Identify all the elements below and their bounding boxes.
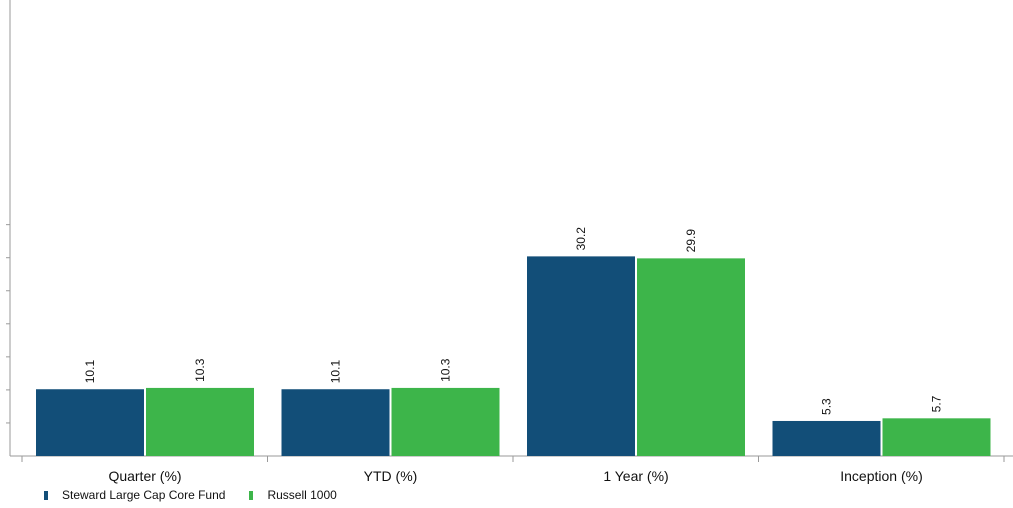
category-label: YTD (%): [364, 468, 418, 484]
data-label: 10.1: [83, 360, 97, 384]
category-labels: Quarter (%) YTD (%) 1 Year (%) Inception (%…: [108, 468, 922, 484]
data-label: 10.1: [329, 360, 343, 384]
bar-series-0-2[interactable]: [527, 256, 635, 456]
bars: [36, 256, 991, 456]
bar-series-1-2[interactable]: [637, 258, 745, 456]
bar-series-1-1[interactable]: [391, 387, 500, 456]
legend-swatch-benchmark: [249, 490, 254, 500]
bar-series-0-0[interactable]: [36, 389, 144, 456]
data-label: 10.3: [193, 358, 207, 382]
data-label: 30.2: [574, 227, 588, 251]
bar-series-0-1[interactable]: [281, 389, 390, 456]
data-label: 5.7: [930, 395, 944, 412]
data-label: 29.9: [684, 229, 698, 253]
legend-item-benchmark[interactable]: Russell 1000: [249, 488, 337, 502]
y-axis-ticks: [6, 224, 10, 424]
legend-item-fund[interactable]: Steward Large Cap Core Fund: [44, 488, 225, 502]
data-label: 5.3: [820, 398, 834, 415]
category-label: Quarter (%): [108, 468, 181, 484]
bar-series-1-3[interactable]: [882, 418, 991, 456]
bar-series-1-0[interactable]: [146, 387, 254, 456]
bar-series-0-3[interactable]: [772, 420, 881, 456]
category-label: 1 Year (%): [603, 468, 668, 484]
legend-label-benchmark: Russell 1000: [267, 488, 337, 502]
legend-label-fund: Steward Large Cap Core Fund: [62, 488, 226, 502]
legend: Steward Large Cap Core Fund Russell 1000: [44, 488, 337, 502]
category-label: Inception (%): [840, 468, 922, 484]
data-labels: 10.1 10.3 10.1 10.3 30.2 29.9 5.3 5.7: [83, 227, 944, 415]
x-axis-ticks: [21, 456, 1005, 462]
data-label: 10.3: [439, 358, 453, 382]
legend-swatch-fund: [44, 490, 48, 500]
